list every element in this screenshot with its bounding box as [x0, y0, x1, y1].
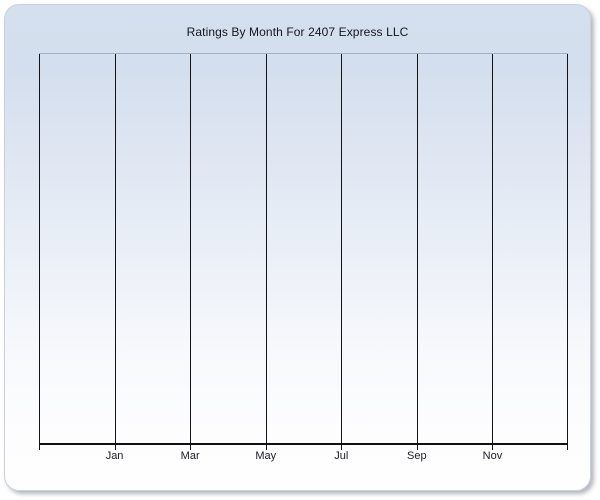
x-tick-label-sep: Sep [407, 450, 427, 462]
x-axis-tick [341, 444, 343, 450]
x-axis-tick [39, 444, 40, 450]
gridline [39, 54, 40, 443]
x-axis-tick [190, 444, 192, 450]
x-axis-tick [265, 444, 267, 450]
x-axis-tick [114, 444, 116, 450]
gridline [567, 54, 568, 443]
gridline [416, 54, 418, 443]
gridline [114, 54, 116, 443]
gridline [190, 54, 192, 443]
gridline [492, 54, 494, 443]
chart-title: Ratings By Month For 2407 Express LLC [186, 25, 409, 39]
gridline [341, 54, 343, 443]
chart-panel: Ratings By Month For 2407 Express LLC Ja… [4, 4, 591, 491]
x-axis-tick [416, 444, 418, 450]
x-axis-line [39, 443, 568, 445]
x-tick-label-jul: Jul [334, 450, 349, 462]
x-axis-ticks [39, 444, 568, 450]
x-tick-label-jan: Jan [105, 450, 124, 462]
x-axis-tick [492, 444, 494, 450]
plot-area [39, 53, 568, 443]
x-axis-labels: Jan Mar May Jul Sep Nov [39, 450, 568, 464]
x-axis-tick [567, 444, 568, 450]
x-tick-label-nov: Nov [482, 450, 503, 462]
gridline [265, 54, 267, 443]
x-tick-label-mar: Mar [180, 450, 200, 462]
x-tick-label-may: May [255, 450, 277, 462]
